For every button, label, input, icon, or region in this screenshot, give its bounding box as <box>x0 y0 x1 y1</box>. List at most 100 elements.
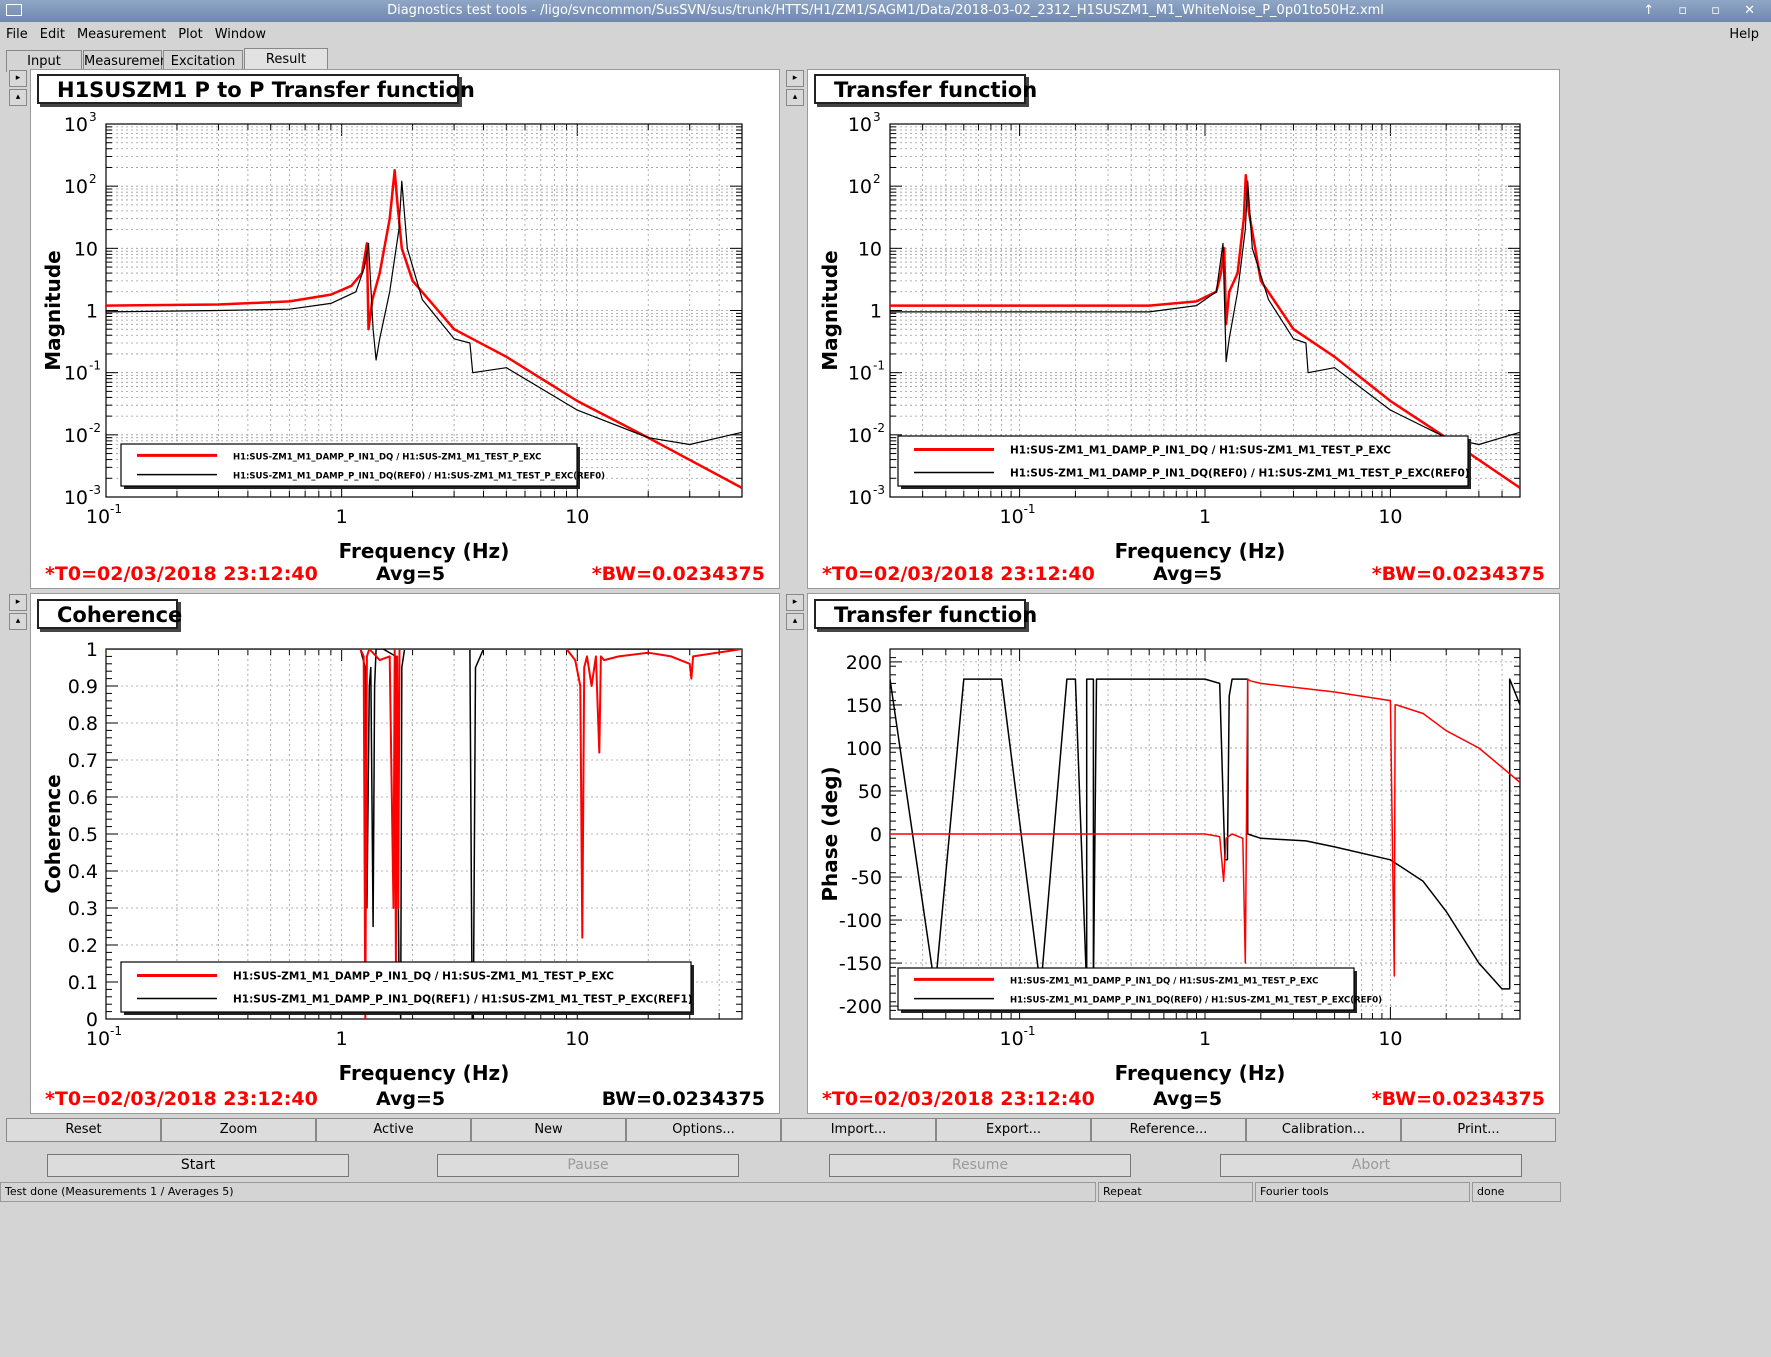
bw-label: *BW=0.0234375 <box>1371 563 1545 585</box>
menu-bar: File Edit Measurement Plot Window Help <box>0 23 1771 47</box>
y-tick-label: 0.7 <box>68 750 98 772</box>
y-tick-exponent: -1 <box>873 359 885 373</box>
y-tick-label: 10 <box>64 487 88 509</box>
x-axis-title: Frequency (Hz) <box>1115 1061 1286 1085</box>
y-tick-label: 1 <box>86 301 98 323</box>
plot-pane-coherence[interactable]: Coherence 10 -1 1 10 0 0.1 0.2 0.3 0.4 0.5 0.6 0.7 0… <box>30 593 780 1114</box>
y-tick-label: 0.5 <box>68 824 98 846</box>
title-bar: Diagnostics test tools - /ligo/svncommon… <box>0 0 1771 22</box>
pad-up-icon[interactable]: ▴ <box>9 89 27 106</box>
y-tick-label: 10 <box>848 425 872 447</box>
coherence-chart[interactable]: 10 -1 1 1000.10.20.30.40.50.60.70.80.91Freq… <box>31 594 781 1115</box>
y-tick-exponent: -3 <box>873 483 885 497</box>
pad-next-icon[interactable]: ▸ <box>9 594 27 611</box>
legend-label: H1:SUS-ZM1_M1_DAMP_P_IN1_DQ(REF0) / H1:S… <box>1010 468 1470 480</box>
pad-arrows-4: ▸ ▴ <box>786 594 804 632</box>
y-tick-label: 10 <box>848 114 872 136</box>
plot-title: Transfer function <box>814 599 1037 629</box>
y-tick-label: -100 <box>839 910 882 932</box>
menu-window[interactable]: Window <box>214 27 266 42</box>
y-tick-label: 10 <box>64 425 88 447</box>
abort-button[interactable]: Abort <box>1220 1154 1522 1177</box>
x-tick-exponent: -1 <box>110 1024 122 1038</box>
active-button[interactable]: Active <box>316 1118 471 1142</box>
zoom-button[interactable]: Zoom <box>161 1118 316 1142</box>
resume-button[interactable]: Resume <box>829 1154 1131 1177</box>
x-tick-label: 10 <box>1378 1028 1402 1050</box>
x-tick-label: 1 <box>336 1028 348 1050</box>
y-tick-label: 150 <box>846 695 882 717</box>
plot-action-bar: Reset Zoom Active New Options... Import.… <box>6 1118 1560 1142</box>
options-button[interactable]: Options... <box>626 1118 781 1142</box>
pad-up-icon[interactable]: ▴ <box>9 613 27 630</box>
reset-button[interactable]: Reset <box>6 1118 161 1142</box>
avg-label: Avg=5 <box>376 563 446 585</box>
plot-frame <box>105 123 743 498</box>
pad-next-icon[interactable]: ▸ <box>786 594 804 611</box>
bw-label: *BW=0.0234375 <box>1371 1088 1545 1110</box>
menu-plot[interactable]: Plot <box>178 27 203 42</box>
import-button[interactable]: Import... <box>781 1118 936 1142</box>
phase-chart[interactable]: 10 -1 1 10-200-150-100-50050100150200Freque… <box>808 594 1561 1115</box>
t0-label: *T0=02/03/2018 23:12:40 <box>822 563 1095 585</box>
status-mode: Repeat <box>1098 1182 1253 1202</box>
y-tick-exponent: -2 <box>89 421 101 435</box>
y-tick-label: 10 <box>74 238 98 260</box>
plot-pane-phase[interactable]: Transfer function 10 -1 1 10 -200 -150 -100 -50… <box>807 593 1560 1114</box>
avg-label: Avg=5 <box>376 1088 446 1110</box>
plot-pane-transfer-magnitude[interactable]: Transfer function 10 -1 1 10 10 -3 10 -2 10 -1 1 10… <box>807 69 1560 589</box>
new-button[interactable]: New <box>471 1118 626 1142</box>
tab-excitation[interactable]: Excitation <box>163 50 243 72</box>
y-tick-label: 0.8 <box>68 713 98 735</box>
chart-legend: H1:SUS-ZM1_M1_DAMP_P_IN1_DQ / H1:SUS-ZM1… <box>897 967 1382 1013</box>
y-tick-label: 10 <box>64 176 88 198</box>
pad-next-icon[interactable]: ▸ <box>786 70 804 87</box>
tab-input[interactable]: Input <box>6 50 82 72</box>
avg-label: Avg=5 <box>1153 1088 1223 1110</box>
export-button[interactable]: Export... <box>936 1118 1091 1142</box>
legend-label: H1:SUS-ZM1_M1_DAMP_P_IN1_DQ(REF0) / H1:S… <box>233 472 605 482</box>
pad-up-icon[interactable]: ▴ <box>786 613 804 630</box>
pad-next-icon[interactable]: ▸ <box>9 70 27 87</box>
series-line-black <box>106 180 742 446</box>
tab-measurement[interactable]: Measurement <box>83 50 173 72</box>
pad-arrows-3: ▸ ▴ <box>9 594 27 632</box>
menu-file[interactable]: File <box>6 27 28 42</box>
pad-arrows-2: ▸ ▴ <box>786 70 804 108</box>
y-tick-exponent: -1 <box>89 359 101 373</box>
window-title: Diagnostics test tools - /ligo/svncommon… <box>387 3 1384 18</box>
series-line-red <box>890 678 1520 977</box>
window-icon[interactable] <box>6 4 22 16</box>
start-button[interactable]: Start <box>47 1154 349 1177</box>
x-tick-label: 1 <box>336 506 348 528</box>
menu-measurement[interactable]: Measurement <box>76 27 167 42</box>
status-state: done <box>1472 1182 1561 1202</box>
x-tick-exponent: -1 <box>110 502 122 516</box>
y-tick-label: 200 <box>846 652 882 674</box>
x-tick-label: 1 <box>1199 1028 1211 1050</box>
y-tick-label: -200 <box>839 996 882 1018</box>
tab-result[interactable]: Result <box>244 48 328 72</box>
y-tick-label: 0 <box>870 824 882 846</box>
y-tick-exponent: -3 <box>89 483 101 497</box>
x-tick-label: 10 <box>1378 506 1402 528</box>
reference-button[interactable]: Reference... <box>1091 1118 1246 1142</box>
menu-help[interactable]: Help <box>1729 27 1759 42</box>
pause-button[interactable]: Pause <box>437 1154 739 1177</box>
x-tick-label: 1 <box>1199 506 1211 528</box>
y-tick-label: 10 <box>848 487 872 509</box>
calibration-button[interactable]: Calibration... <box>1246 1118 1401 1142</box>
window-controls[interactable]: ↑ ▫ ▫ ✕ <box>1643 3 1765 18</box>
print-button[interactable]: Print... <box>1401 1118 1556 1142</box>
menu-edit[interactable]: Edit <box>39 27 65 42</box>
y-tick-label: 0.4 <box>68 861 98 883</box>
x-axis-title: Frequency (Hz) <box>339 539 510 563</box>
series-line-black <box>890 678 1520 990</box>
pad-up-icon[interactable]: ▴ <box>786 89 804 106</box>
x-tick-exponent: -1 <box>1024 1024 1036 1038</box>
plot-frame <box>889 123 1521 498</box>
chart-legend: H1:SUS-ZM1_M1_DAMP_P_IN1_DQ / H1:SUS-ZM1… <box>120 961 694 1015</box>
plot-pane-magnitude[interactable]: H1SUSZM1 P to P Transfer function 10 -1 1 1… <box>30 69 780 589</box>
